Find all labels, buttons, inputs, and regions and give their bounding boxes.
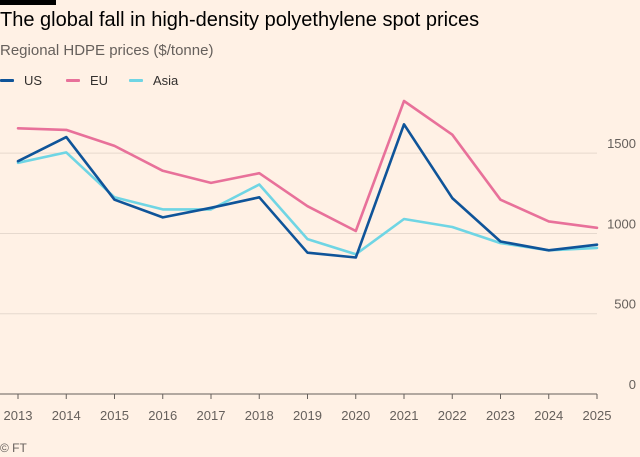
y-tick-label: 1000 bbox=[607, 216, 636, 231]
y-tick-label: 0 bbox=[629, 377, 636, 392]
x-tick-label: 2017 bbox=[197, 408, 226, 423]
legend-item-eu[interactable]: EU bbox=[66, 71, 108, 89]
x-tick-label: 2023 bbox=[486, 408, 515, 423]
legend-swatch-us bbox=[0, 78, 14, 82]
source-credit: © FT bbox=[0, 441, 27, 455]
x-tick-label: 2013 bbox=[4, 408, 33, 423]
x-tick-label: 2016 bbox=[148, 408, 177, 423]
chart-title: The global fall in high-density polyethy… bbox=[0, 9, 480, 31]
x-tick-label: 2025 bbox=[583, 408, 612, 423]
y-tick-label: 500 bbox=[614, 297, 636, 312]
legend-label-eu: EU bbox=[90, 72, 109, 88]
y-tick-label: 1500 bbox=[607, 136, 636, 151]
legend-item-us[interactable]: US bbox=[0, 71, 42, 89]
series-line-eu bbox=[16, 99, 599, 233]
series-line-us bbox=[16, 123, 599, 259]
x-tick-label: 2024 bbox=[534, 408, 563, 423]
legend-label-us: US bbox=[24, 72, 43, 88]
legend-item-asia[interactable]: Asia bbox=[129, 71, 178, 89]
x-tick-label: 2020 bbox=[341, 408, 370, 423]
x-tick-label: 2022 bbox=[438, 408, 467, 423]
legend-label-asia: Asia bbox=[153, 72, 179, 88]
brand-bar bbox=[0, 0, 56, 5]
legend-swatch-eu bbox=[66, 78, 80, 82]
x-tick-label: 2018 bbox=[245, 408, 274, 423]
series-line-asia bbox=[16, 151, 599, 256]
chart-subtitle: Regional HDPE prices ($/tonne) bbox=[0, 42, 214, 59]
legend-swatch-asia bbox=[129, 78, 143, 82]
x-tick-label: 2021 bbox=[390, 408, 419, 423]
x-tick-label: 2015 bbox=[100, 408, 129, 423]
x-tick-label: 2014 bbox=[52, 408, 81, 423]
x-tick-label: 2019 bbox=[293, 408, 322, 423]
